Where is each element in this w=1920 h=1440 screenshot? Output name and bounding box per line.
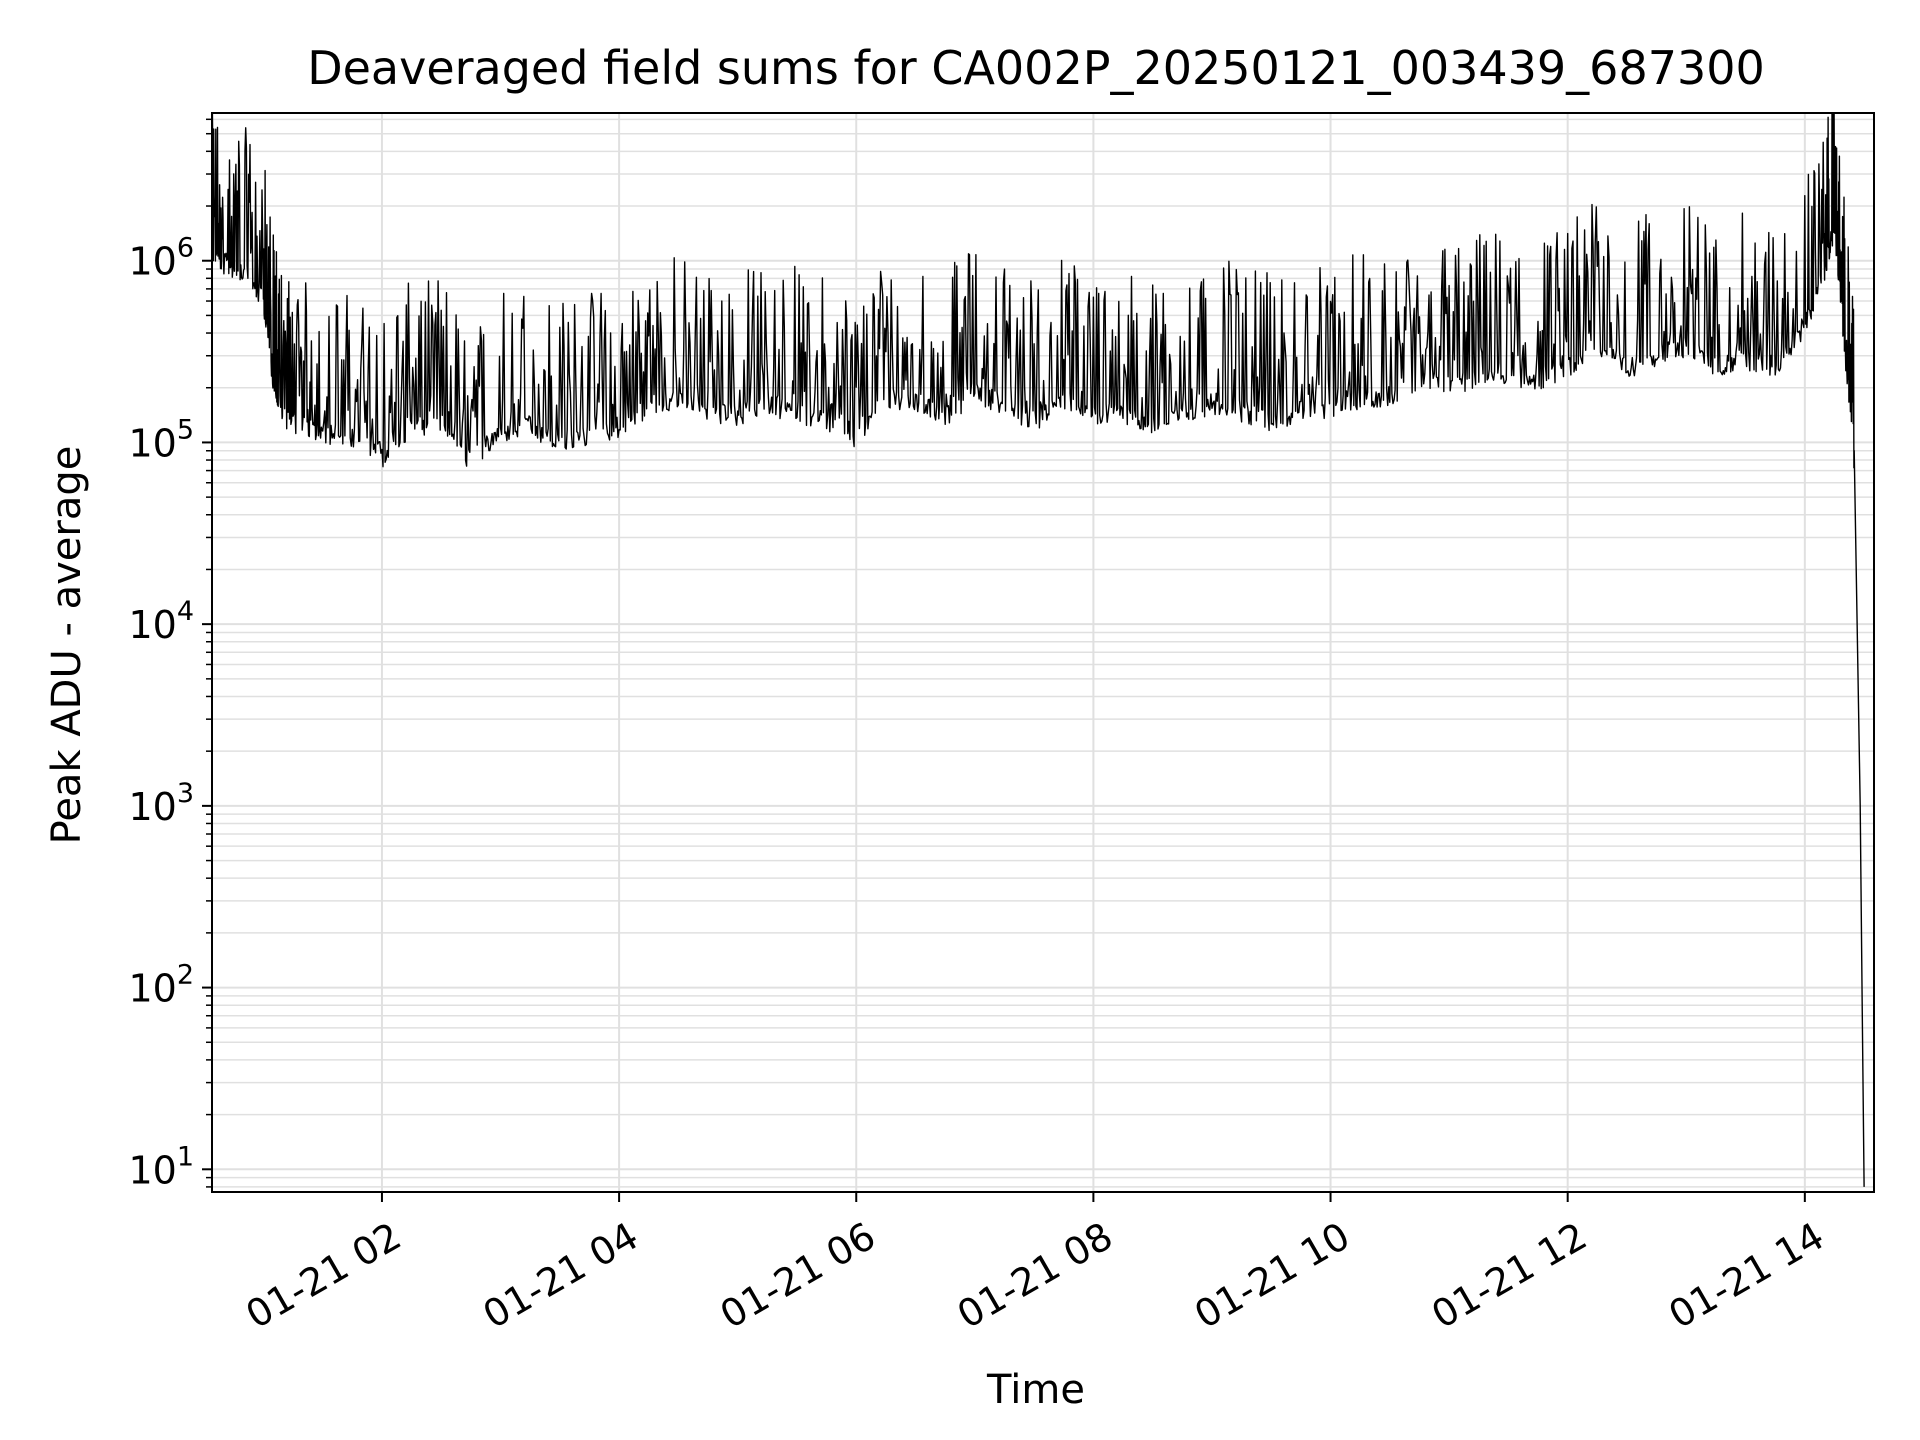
y-tick-label-base: 10	[128, 240, 176, 284]
y-tick-label: 105	[128, 414, 194, 465]
y-axis-label: Peak ADU - average	[44, 446, 90, 845]
y-tick-label-base: 10	[128, 785, 176, 829]
gridlines	[212, 113, 1874, 1192]
chart-title: Deaveraged field sums for CA002P_2025012…	[307, 41, 1765, 95]
y-tick-label-base: 10	[128, 1148, 176, 1192]
y-tick-label-exponent: 1	[177, 1141, 194, 1172]
series-layer	[211, 112, 1865, 1187]
series-line	[211, 112, 1865, 1187]
y-tick-label-base: 10	[128, 421, 176, 465]
y-tick-label-exponent: 3	[177, 778, 194, 809]
y-tick-label: 104	[128, 596, 194, 647]
y-tick-label-exponent: 2	[177, 960, 194, 991]
y-tick-label: 106	[128, 233, 194, 284]
y-tick-label: 103	[128, 778, 194, 829]
y-tick-label-exponent: 5	[177, 414, 194, 445]
y-tick-label-base: 10	[128, 603, 176, 647]
y-tick-label-base: 10	[128, 967, 176, 1011]
y-tick-label: 102	[128, 960, 194, 1011]
y-tick-label: 101	[128, 1141, 194, 1192]
y-tick-label-exponent: 4	[177, 596, 194, 627]
x-axis-label: Time	[986, 1367, 1085, 1413]
y-tick-label-exponent: 6	[177, 233, 194, 264]
